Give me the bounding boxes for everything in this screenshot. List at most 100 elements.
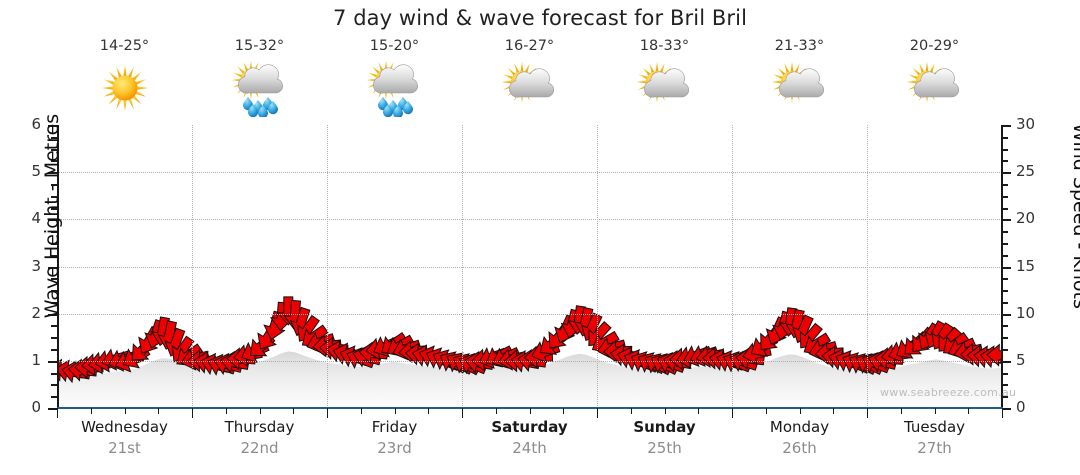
day-label: Sunday 25th xyxy=(597,418,732,459)
x-axis-tick xyxy=(158,408,160,414)
day-label: Wednesday 21st xyxy=(57,418,192,459)
horizontal-gridline xyxy=(57,266,1002,268)
day-label: Monday 26th xyxy=(732,418,867,459)
day-date: 25th xyxy=(647,439,682,457)
x-axis-tick xyxy=(394,408,396,414)
left-axis-tick xyxy=(51,384,57,387)
day-label: Thursday 22nd xyxy=(192,418,327,459)
right-axis-tick xyxy=(1002,301,1008,304)
day-label: Saturday 24th xyxy=(462,418,597,459)
wave-height-fill xyxy=(57,351,1002,408)
wave-height-area xyxy=(57,351,1002,408)
day-divider-gridline xyxy=(867,125,868,408)
right-axis-tick xyxy=(1002,136,1008,139)
x-axis-tick xyxy=(664,408,666,414)
right-axis-title: Wind Speed - Knots xyxy=(1069,123,1080,309)
left-axis-tick xyxy=(51,337,57,340)
left-axis-tick xyxy=(51,349,57,352)
day-date: 24th xyxy=(512,439,547,457)
x-axis-tick xyxy=(495,408,497,414)
right-axis-tick xyxy=(1002,384,1008,387)
right-axis-tick-label: 10 xyxy=(1016,303,1036,322)
day-divider-gridline xyxy=(192,125,193,408)
day-date: 26th xyxy=(782,439,817,457)
right-axis-tick xyxy=(1002,396,1008,399)
forecast-day-header: 16-27° xyxy=(462,38,597,119)
temperature-range: 21-33° xyxy=(774,38,825,54)
sun-cloud-icon xyxy=(867,59,1002,119)
forecast-day-header: 18-33° xyxy=(597,38,732,119)
x-axis-tick xyxy=(360,408,362,414)
sun-cloud-rain-icon xyxy=(192,59,327,119)
temperature-range: 20-29° xyxy=(909,38,960,54)
x-axis-day-tick xyxy=(57,408,58,418)
left-axis-tick xyxy=(51,254,57,257)
left-axis-tick xyxy=(48,219,57,222)
x-axis-tick xyxy=(833,408,835,414)
x-axis-day-tick xyxy=(192,408,193,418)
right-axis-tick xyxy=(1002,219,1011,222)
left-axis-tick xyxy=(48,266,57,269)
x-axis-tick xyxy=(529,408,531,414)
x-axis-tick xyxy=(225,408,227,414)
day-name: Monday xyxy=(769,418,830,436)
horizontal-gridline xyxy=(57,360,1002,362)
forecast-day-header: 21-33° xyxy=(732,38,867,119)
right-axis-tick-label: 20 xyxy=(1016,209,1036,228)
right-axis-tick-label: 30 xyxy=(1016,115,1036,133)
left-axis-tick xyxy=(48,360,57,363)
chart-plot-area xyxy=(57,125,1002,408)
horizontal-gridline xyxy=(57,172,1002,174)
day-date: 21st xyxy=(108,439,141,457)
day-name: Thursday xyxy=(224,418,295,436)
left-axis-tick-label: 5 xyxy=(31,162,41,181)
watermark: www.seabreeze.com.au xyxy=(880,386,1017,399)
day-label-strip: Wednesday 21st Thursday 22nd Friday 23rd Satur… xyxy=(57,418,1002,473)
right-axis-tick xyxy=(1002,172,1011,175)
x-axis-day-tick xyxy=(327,408,328,418)
day-name: Tuesday xyxy=(903,418,966,436)
temperature-range: 15-32° xyxy=(234,38,285,54)
x-axis-tick xyxy=(900,408,902,414)
left-axis-tick xyxy=(51,301,57,304)
forecast-day-header: 15-32° xyxy=(192,38,327,119)
right-axis-tick xyxy=(1002,183,1008,186)
left-axis-tick xyxy=(51,372,57,375)
temperature-range: 14-25° xyxy=(99,38,150,54)
right-axis-tick xyxy=(1002,372,1008,375)
right-axis-tick-label: 5 xyxy=(1016,350,1026,369)
x-axis-day-tick xyxy=(1002,408,1003,418)
left-axis-tick xyxy=(51,290,57,293)
sun-cloud-icon xyxy=(597,59,732,119)
left-axis-tick-label: 4 xyxy=(31,209,41,228)
right-axis-tick xyxy=(1002,325,1008,328)
horizontal-gridline xyxy=(57,313,1002,315)
right-axis-tick xyxy=(1002,195,1008,198)
horizontal-gridline xyxy=(57,219,1002,221)
day-date: 23rd xyxy=(377,439,412,457)
left-axis-line xyxy=(57,125,59,408)
x-axis-tick xyxy=(799,408,801,414)
left-axis-tick xyxy=(51,136,57,139)
right-axis-tick xyxy=(1002,231,1008,234)
day-divider-gridline xyxy=(732,125,733,408)
left-axis-tick xyxy=(48,125,57,127)
day-divider-gridline xyxy=(597,125,598,408)
right-axis-tick xyxy=(1002,290,1008,293)
day-divider-gridline xyxy=(462,125,463,408)
day-label: Tuesday 27th xyxy=(867,418,1002,459)
x-axis-tick xyxy=(563,408,565,414)
left-axis-tick xyxy=(51,183,57,186)
right-axis-tick-label: 15 xyxy=(1016,256,1036,275)
x-axis-tick xyxy=(124,408,126,414)
x-axis-day-tick xyxy=(597,408,598,418)
day-name: Wednesday xyxy=(81,418,168,436)
right-axis-tick xyxy=(1002,360,1011,363)
forecast-day-header: 20-29° xyxy=(867,38,1002,119)
right-axis-tick-label: 25 xyxy=(1016,162,1036,181)
forecast-day-header-strip: 14-25° 15-32° 15-20° xyxy=(57,38,1002,123)
sun-cloud-rain-icon xyxy=(327,59,462,119)
forecast-day-header: 15-20° xyxy=(327,38,462,119)
x-axis-tick xyxy=(90,408,92,414)
